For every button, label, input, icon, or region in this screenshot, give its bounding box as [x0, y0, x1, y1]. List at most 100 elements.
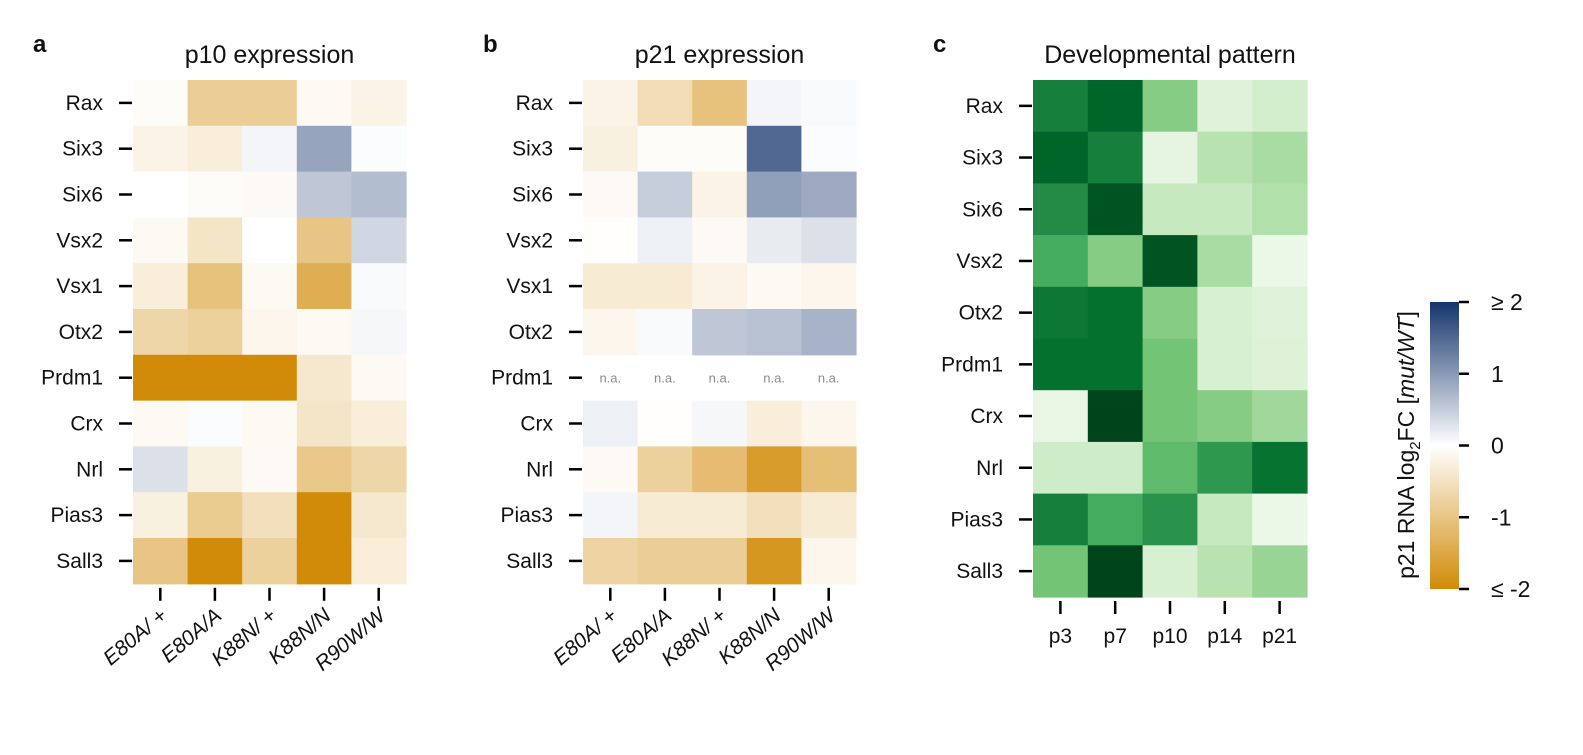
row-label: Otx2 — [59, 321, 103, 344]
column-label: E80A/ + — [99, 604, 171, 670]
heatmap-cell — [583, 492, 639, 539]
heatmap-cell — [133, 171, 189, 218]
heatmap-cell — [1087, 441, 1144, 495]
heatmap-cell — [351, 171, 407, 218]
heatmap-cell — [1142, 80, 1198, 133]
heatmap-cell — [351, 217, 407, 264]
row-label: Otx2 — [959, 302, 1003, 325]
heatmap-cell — [801, 309, 857, 356]
heatmap-cell — [1197, 131, 1253, 184]
heatmap-cell — [637, 171, 693, 218]
heatmap-cell — [1252, 338, 1308, 391]
row-label: Vsx2 — [506, 229, 553, 252]
column-label: p7 — [1104, 625, 1127, 648]
heatmap-cell — [1252, 493, 1308, 546]
column-label: p21 — [1262, 625, 1297, 648]
row-label: Six6 — [62, 184, 103, 207]
heatmap-cell — [1033, 183, 1089, 236]
heatmap-cell — [637, 217, 693, 264]
heatmap-cell — [187, 400, 243, 447]
na-label: n.a. — [654, 371, 676, 386]
row-label: Otx2 — [509, 321, 553, 344]
heatmap-cell — [187, 263, 243, 310]
heatmap-cell — [692, 263, 748, 310]
heatmap-cell — [801, 125, 857, 173]
heatmap-cell — [296, 400, 352, 447]
heatmap-cell — [1197, 545, 1253, 598]
heatmap-cell — [801, 263, 857, 310]
row-label: Rax — [516, 92, 554, 115]
row-label: Pias3 — [50, 504, 103, 527]
panel-letter: c — [933, 31, 946, 58]
heatmap-cell — [637, 538, 693, 585]
heatmap-cell — [187, 309, 243, 356]
heatmap-cell — [1197, 183, 1253, 236]
heatmap-cell — [583, 538, 639, 585]
na-label: n.a. — [818, 371, 840, 386]
heatmap-cell — [583, 217, 639, 264]
heatmap-cell — [801, 80, 857, 127]
heatmap-cell — [1033, 390, 1089, 443]
row-label: Six6 — [962, 198, 1003, 221]
heatmap-cell — [296, 171, 352, 218]
row-label: Vsx1 — [506, 275, 553, 298]
heatmap-cell — [637, 263, 693, 310]
row-label: Crx — [70, 413, 103, 436]
row-label: Vsx1 — [56, 275, 103, 298]
heatmap-cell — [1087, 338, 1144, 391]
heatmap-cell — [187, 354, 243, 402]
heatmap-cell — [351, 492, 407, 539]
heatmap-cell — [1142, 545, 1198, 598]
heatmap-cell — [1197, 441, 1253, 495]
heatmap-cell — [1087, 183, 1144, 236]
heatmap-cell — [1252, 183, 1308, 236]
heatmap-cell — [296, 217, 352, 264]
heatmap-cell — [637, 446, 693, 493]
row-label: Sall3 — [56, 550, 103, 573]
heatmap-cell — [1142, 338, 1198, 391]
heatmap-cell — [801, 492, 857, 539]
heatmap-cell — [1033, 131, 1089, 184]
heatmap-cell — [351, 309, 407, 356]
heatmap-cell — [1142, 131, 1198, 184]
heatmap-cell — [133, 217, 189, 264]
heatmap-cell — [1142, 441, 1198, 495]
heatmap-cell — [1252, 441, 1308, 495]
colorbar-gradient — [1430, 302, 1459, 589]
heatmap-cell — [1142, 493, 1198, 546]
row-label: Nrl — [76, 458, 103, 481]
heatmap-cell — [746, 217, 802, 264]
heatmap-cell — [801, 217, 857, 264]
heatmap-cell — [637, 309, 693, 356]
heatmap-cell — [692, 446, 748, 493]
heatmap-cell — [746, 171, 802, 218]
colorbar-tick-label: 1 — [1491, 361, 1504, 387]
row-label: Prdm1 — [941, 353, 1003, 376]
heatmap-cell — [133, 263, 189, 310]
heatmap-cell — [801, 400, 857, 447]
heatmap-cell — [351, 538, 407, 585]
heatmap-panel-c: c Developmental pattern Rax Six3 Six6 Vsx2 Otx… — [933, 31, 1308, 648]
heatmap-cell — [1252, 390, 1308, 443]
heatmap-cell — [187, 492, 243, 539]
row-label: Six6 — [512, 184, 553, 207]
panel-letter: b — [483, 31, 498, 58]
heatmap-cell — [296, 309, 352, 356]
heatmap-cell — [242, 125, 298, 173]
heatmap-cell — [1087, 235, 1144, 288]
heatmap-cell — [692, 492, 748, 539]
heatmap-cell — [133, 80, 189, 127]
heatmap-cell — [637, 125, 693, 173]
heatmap-cell — [746, 538, 802, 585]
panel-title: p21 expression — [635, 41, 805, 69]
heatmap-cell — [133, 125, 189, 173]
heatmap-cell — [242, 446, 298, 493]
heatmap-cell — [1087, 80, 1144, 133]
row-label: Rax — [966, 95, 1004, 118]
heatmap-cell — [1087, 131, 1144, 184]
heatmap-cell — [1087, 545, 1144, 598]
heatmap-cell — [242, 309, 298, 356]
heatmap-cell — [801, 446, 857, 493]
row-label: Nrl — [976, 457, 1003, 480]
heatmap-cell — [801, 538, 857, 585]
